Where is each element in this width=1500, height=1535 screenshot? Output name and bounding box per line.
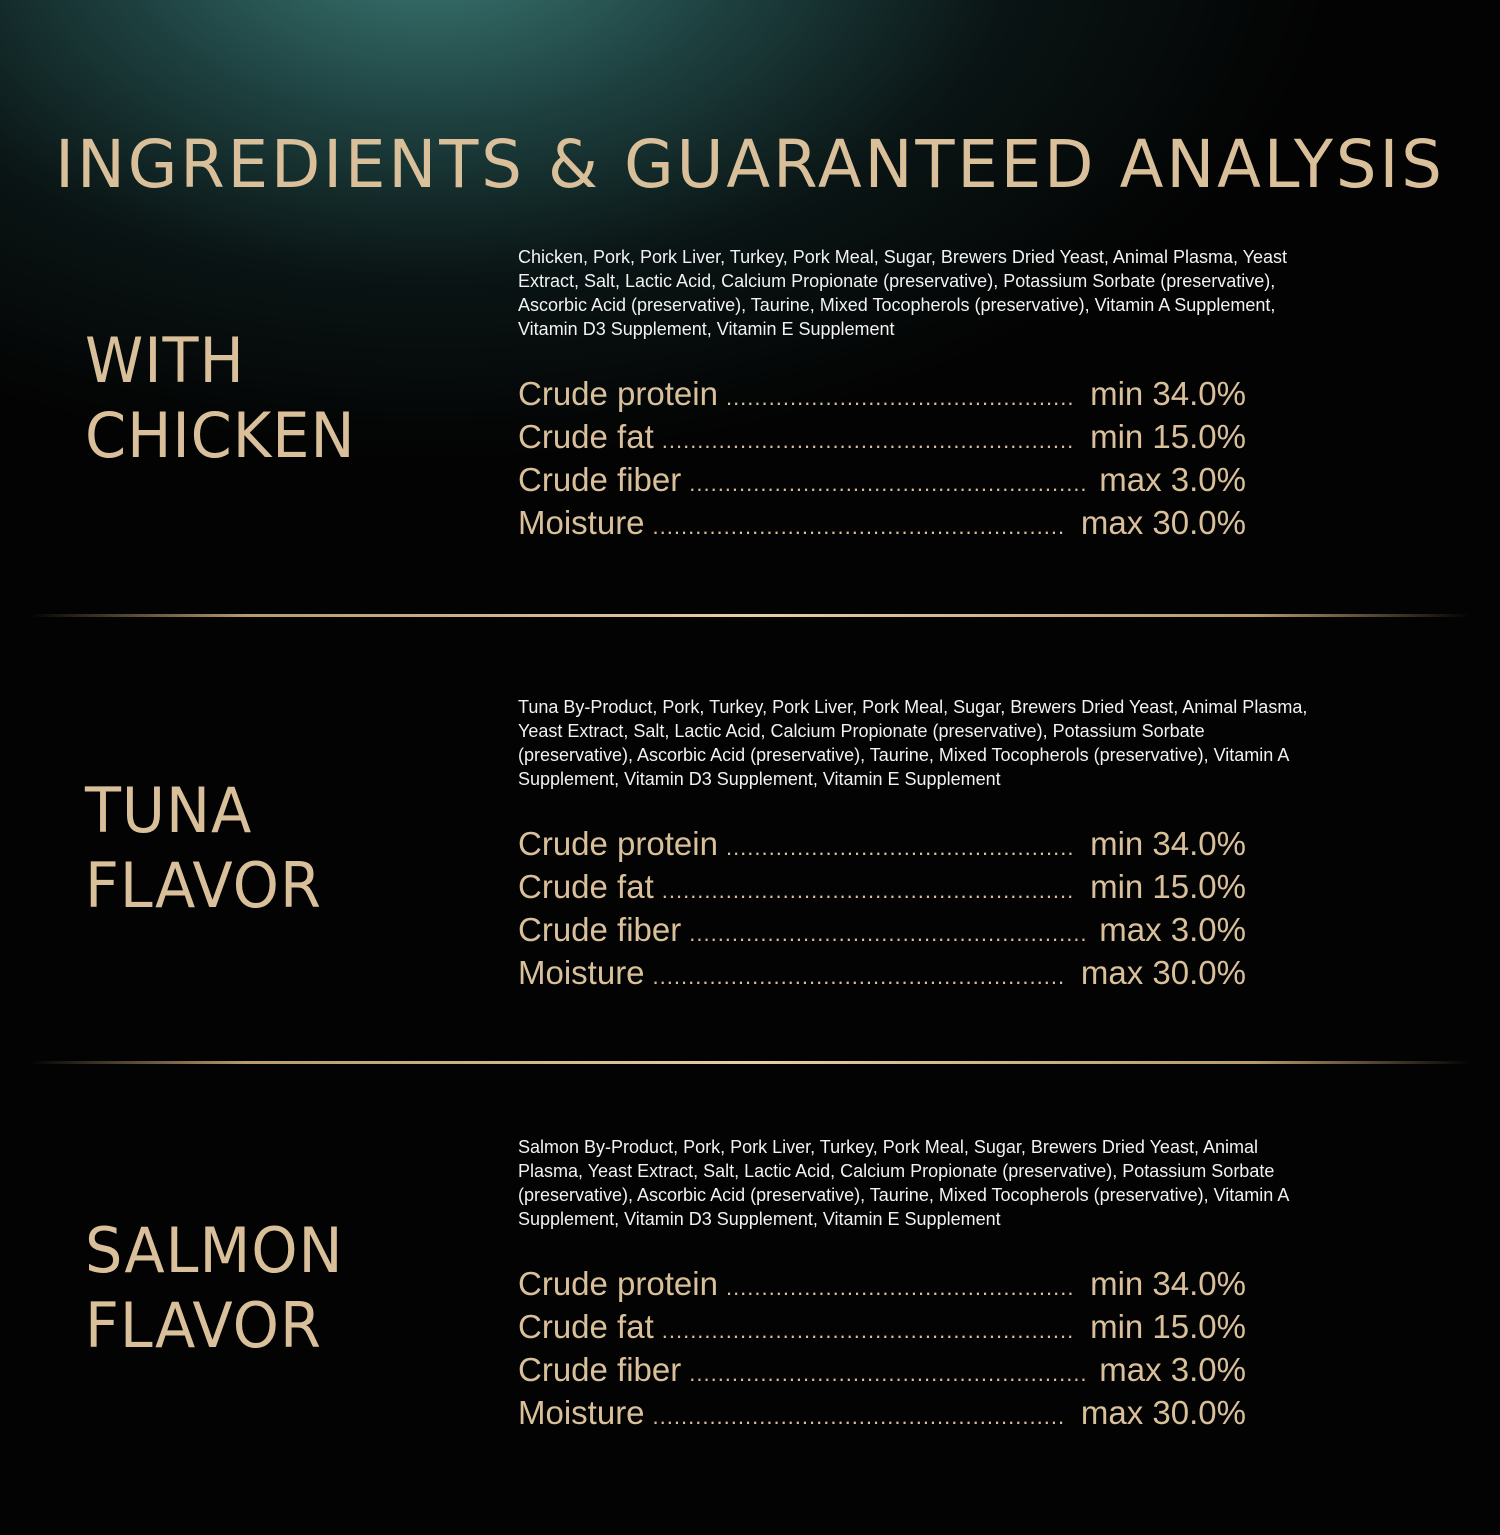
section-tuna: TUNA FLAVOR Tuna By-Product, Pork, Turkey,… [0, 695, 1500, 1095]
analysis-row: Moisture................................… [518, 504, 1246, 547]
analysis-row: Crude fiber.............................… [518, 461, 1246, 504]
flavor-heading-line: CHICKEN [85, 399, 356, 472]
flavor-heading-line: WITH [85, 324, 245, 397]
analysis-value: max 3.0% [1099, 911, 1246, 948]
section-divider [30, 614, 1470, 617]
guaranteed-analysis: Crude protein...........................… [518, 375, 1246, 547]
analysis-value: max 3.0% [1099, 461, 1246, 498]
ingredients-line: Salmon By-Product, Pork, Pork Liver, Tur… [518, 1137, 1258, 1157]
background-glow [0, 0, 1500, 1500]
analysis-value: min 15.0% [1090, 868, 1246, 905]
analysis-row: Crude protein...........................… [518, 825, 1246, 868]
analysis-label: Crude protein [518, 825, 718, 862]
analysis-label: Crude fiber [518, 461, 682, 498]
analysis-row: Crude protein...........................… [518, 375, 1246, 418]
ingredients-line: Ascorbic Acid (preservative), Taurine, M… [518, 295, 1276, 315]
analysis-row: Crude fat...............................… [518, 418, 1246, 461]
analysis-label: Crude fat [518, 868, 654, 905]
dot-leader: ........................................… [725, 835, 1076, 860]
dot-leader: ........................................… [689, 921, 1086, 946]
analysis-label: Crude protein [518, 1265, 718, 1302]
flavor-heading-line: FLAVOR [85, 1289, 322, 1362]
dot-leader: ........................................… [652, 514, 1067, 539]
analysis-value: min 34.0% [1090, 825, 1246, 862]
dot-leader: ........................................… [661, 428, 1077, 453]
analysis-label: Crude fiber [518, 911, 682, 948]
guaranteed-analysis: Crude protein...........................… [518, 825, 1246, 997]
analysis-label: Crude protein [518, 375, 718, 412]
page-title: INGREDIENTS & GUARANTEED ANALYSIS [55, 126, 1445, 204]
analysis-label: Moisture [518, 954, 645, 991]
ingredients-line: (preservative), Ascorbic Acid (preservat… [518, 1185, 1290, 1205]
dot-leader: ........................................… [725, 385, 1076, 410]
analysis-label: Crude fat [518, 418, 654, 455]
ingredients-list: Salmon By-Product, Pork, Pork Liver, Tur… [518, 1135, 1418, 1231]
flavor-heading: WITH CHICKEN [85, 323, 370, 473]
section-divider [30, 1061, 1470, 1064]
analysis-value: max 3.0% [1099, 1351, 1246, 1388]
analysis-value: max 30.0% [1080, 954, 1246, 991]
analysis-row: Crude fiber.............................… [518, 1351, 1246, 1394]
analysis-value: min 15.0% [1090, 1308, 1246, 1345]
analysis-label: Crude fiber [518, 1351, 682, 1388]
ingredients-line: Supplement, Vitamin D3 Supplement, Vitam… [518, 769, 1001, 789]
dot-leader: ........................................… [652, 964, 1067, 989]
analysis-label: Crude fat [518, 1308, 654, 1345]
ingredients-line: Vitamin D3 Supplement, Vitamin E Supplem… [518, 319, 895, 339]
ingredients-line: Tuna By-Product, Pork, Turkey, Pork Live… [518, 697, 1308, 717]
ingredients-line: Extract, Salt, Lactic Acid, Calcium Prop… [518, 271, 1276, 291]
analysis-value: min 34.0% [1090, 1265, 1246, 1302]
dot-leader: ........................................… [725, 1275, 1076, 1300]
ingredients-line: Yeast Extract, Salt, Lactic Acid, Calciu… [518, 721, 1205, 741]
analysis-row: Crude fiber.............................… [518, 911, 1246, 954]
dot-leader: ........................................… [689, 1361, 1086, 1386]
guaranteed-analysis: Crude protein...........................… [518, 1265, 1246, 1437]
analysis-row: Crude protein...........................… [518, 1265, 1246, 1308]
ingredients-line: (preservative), Ascorbic Acid (preservat… [518, 745, 1290, 765]
analysis-label: Moisture [518, 1394, 645, 1431]
analysis-row: Moisture................................… [518, 1394, 1246, 1437]
analysis-row: Crude fat...............................… [518, 868, 1246, 911]
flavor-heading: TUNA FLAVOR [85, 773, 334, 923]
section-salmon: SALMON FLAVOR Salmon By-Product, Pork, Por… [0, 1135, 1500, 1535]
flavor-heading-line: TUNA [85, 774, 253, 847]
analysis-value: min 15.0% [1090, 418, 1246, 455]
flavor-heading-line: FLAVOR [85, 849, 322, 922]
dot-leader: ........................................… [652, 1404, 1067, 1429]
flavor-heading: SALMON FLAVOR [85, 1213, 357, 1363]
ingredients-line: Supplement, Vitamin D3 Supplement, Vitam… [518, 1209, 1001, 1229]
dot-leader: ........................................… [661, 878, 1077, 903]
analysis-value: max 30.0% [1080, 504, 1246, 541]
analysis-row: Moisture................................… [518, 954, 1246, 997]
section-chicken: WITH CHICKEN Chicken, Pork, Pork Liver, Tu… [0, 245, 1500, 645]
ingredients-line: Chicken, Pork, Pork Liver, Turkey, Pork … [518, 247, 1288, 267]
analysis-value: max 30.0% [1080, 1394, 1246, 1431]
analysis-value: min 34.0% [1090, 375, 1246, 412]
analysis-label: Moisture [518, 504, 645, 541]
ingredients-line: Plasma, Yeast Extract, Salt, Lactic Acid… [518, 1161, 1275, 1181]
flavor-heading-line: SALMON [85, 1214, 344, 1287]
ingredients-list: Chicken, Pork, Pork Liver, Turkey, Pork … [518, 245, 1418, 341]
dot-leader: ........................................… [661, 1318, 1077, 1343]
ingredients-list: Tuna By-Product, Pork, Turkey, Pork Live… [518, 695, 1418, 791]
dot-leader: ........................................… [689, 471, 1086, 496]
analysis-row: Crude fat...............................… [518, 1308, 1246, 1351]
